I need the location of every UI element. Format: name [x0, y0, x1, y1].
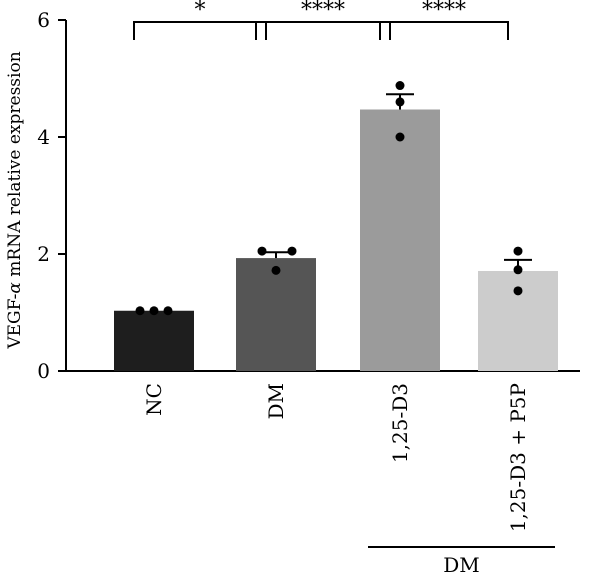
data-point [271, 265, 281, 275]
data-point [257, 246, 267, 256]
y-tick-label: 0 [37, 359, 50, 383]
data-point [513, 286, 523, 296]
y-tick-label: 6 [37, 8, 50, 32]
significance-bracket [379, 21, 509, 40]
bar [236, 258, 316, 371]
data-point [395, 81, 405, 91]
y-axis-label: VEGF-α mRNA relative expression [5, 51, 25, 349]
data-point [149, 306, 159, 316]
x-tick-label: 1,25-D3 + P5P [506, 383, 530, 532]
y-tick-label: 4 [37, 125, 50, 149]
significance-bracket [133, 21, 267, 40]
significance-bracket [255, 21, 391, 40]
data-point [287, 246, 297, 256]
significance-label: **** [422, 0, 466, 23]
data-point [163, 306, 173, 316]
x-tick-label: 1,25-D3 [388, 383, 412, 463]
data-point [395, 97, 405, 107]
group-label: DM [443, 553, 480, 575]
data-point [395, 132, 405, 142]
data-point [135, 306, 145, 316]
bar [114, 310, 194, 371]
significance-label: * [195, 0, 206, 23]
bar [478, 270, 558, 371]
data-point [513, 265, 523, 275]
x-tick-label: NC [142, 383, 166, 416]
x-tick-label: DM [264, 383, 288, 420]
bar [360, 109, 440, 371]
data-point [513, 246, 523, 256]
y-tick-label: 2 [37, 242, 50, 266]
significance-label: **** [301, 0, 345, 23]
